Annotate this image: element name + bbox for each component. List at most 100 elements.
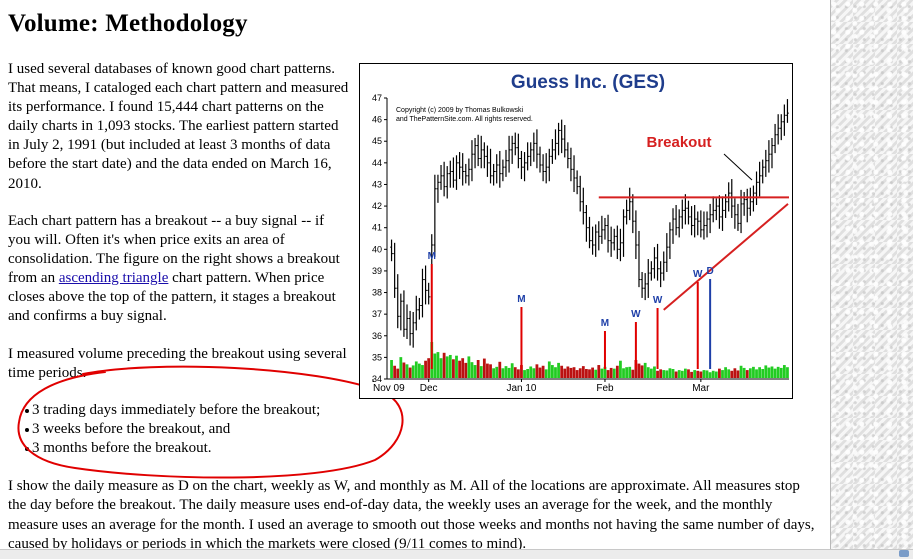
- volume-bar: [421, 365, 424, 378]
- volume-bar: [693, 370, 697, 378]
- volume-bar: [603, 366, 607, 378]
- list-item: 3 weeks before the breakout, and: [8, 420, 320, 439]
- copyright-line-2: and ThePatternSite.com. All rights reser…: [396, 116, 533, 123]
- volume-bar: [736, 370, 740, 378]
- volume-bar: [507, 367, 511, 378]
- list-item-text: 3 trading days immediately before the br…: [32, 402, 321, 418]
- volume-bar: [591, 367, 594, 378]
- volume-bar: [761, 369, 765, 378]
- volume-bar: [659, 369, 663, 378]
- volume-bar: [417, 363, 421, 378]
- chart-title: Guess Inc. (GES): [511, 72, 665, 93]
- volume-bar: [721, 370, 724, 378]
- volume-bar: [436, 352, 440, 378]
- list-item-text: 3 weeks before the breakout, and: [32, 421, 231, 438]
- volume-bar: [550, 365, 554, 378]
- volume-bar: [742, 367, 746, 378]
- volume-bar: [643, 362, 647, 378]
- volume-bar: [390, 360, 393, 378]
- volume-bar: [683, 368, 687, 378]
- volume-bar: [745, 370, 749, 378]
- volume-bar: [786, 367, 789, 378]
- volume-bar: [625, 367, 629, 378]
- y-tick-label: 37: [372, 309, 382, 319]
- paragraph-measures: I show the daily measure as D on the cha…: [8, 478, 815, 553]
- volume-bar: [677, 370, 681, 378]
- paragraph-breakout-text-2: chart pattern. When price closes above t…: [8, 270, 336, 325]
- volume-bar: [452, 359, 455, 378]
- volume-bar: [718, 368, 721, 378]
- volume-bar: [516, 369, 520, 378]
- volume-bar: [455, 355, 458, 378]
- volume-bar: [473, 365, 477, 378]
- volume-bar: [646, 367, 650, 378]
- volume-bar: [696, 370, 700, 378]
- volume-bar: [588, 369, 591, 378]
- volume-bar: [396, 368, 400, 378]
- volume-bar: [758, 367, 762, 378]
- volume-bar: [535, 364, 539, 378]
- volume-bar: [687, 369, 690, 378]
- volume-bar: [464, 362, 468, 378]
- volume-bar: [461, 358, 465, 378]
- volume-bar: [628, 366, 632, 378]
- volume-bar: [433, 353, 437, 378]
- volume-bar: [631, 369, 635, 378]
- volume-marker-label: M: [601, 318, 609, 329]
- volume-marker-label: W: [631, 309, 641, 320]
- volume-bar: [547, 361, 551, 378]
- volume-bar: [714, 371, 718, 378]
- volume-bar: [538, 367, 542, 378]
- volume-bar: [405, 364, 409, 378]
- volume-bar: [569, 367, 573, 378]
- volume-marker-label: W: [653, 295, 663, 306]
- page-title: Volume: Methodology: [8, 10, 248, 37]
- paragraph-breakout: Each chart pattern has a breakout -- a b…: [8, 212, 348, 327]
- ascending-triangle-link[interactable]: ascending triangle: [58, 270, 169, 287]
- volume-bar: [529, 366, 533, 378]
- volume-bar: [495, 366, 499, 378]
- volume-bar: [572, 367, 576, 378]
- y-tick-label: 36: [372, 331, 382, 341]
- volume-bar: [606, 370, 610, 378]
- volume-bar: [770, 366, 774, 378]
- volume-bar: [544, 369, 548, 378]
- volume-bar: [492, 368, 496, 378]
- bullet-dot: [25, 447, 29, 452]
- y-tick-label: 40: [372, 244, 382, 254]
- volume-bar: [600, 368, 604, 378]
- paragraph-time-periods: I measured volume preceding the breakout…: [8, 346, 347, 382]
- y-tick-label: 45: [372, 136, 382, 146]
- volume-bar: [730, 370, 734, 378]
- volume-bar: [680, 370, 684, 378]
- volume-bar: [563, 368, 567, 378]
- volume-bar: [649, 368, 653, 378]
- volume-bar: [513, 367, 517, 378]
- volume-bar: [554, 367, 557, 378]
- volume-bar: [541, 365, 545, 378]
- volume-bar: [448, 354, 452, 378]
- volume-bar: [668, 368, 672, 378]
- volume-bar: [597, 365, 601, 378]
- volume-bar: [690, 371, 693, 378]
- paragraph-databases: I used several databases of known good c…: [8, 61, 349, 192]
- volume-bar: [773, 368, 777, 378]
- y-tick-label: 46: [372, 115, 382, 125]
- volume-bar: [755, 369, 758, 378]
- volume-bar: [671, 369, 675, 378]
- volume-bar: [662, 370, 666, 378]
- volume-bar: [733, 368, 737, 378]
- background-texture: [831, 0, 913, 558]
- volume-bar: [724, 367, 727, 378]
- volume-bar: [594, 369, 598, 378]
- y-tick-label: 43: [372, 179, 382, 189]
- volume-bar: [656, 370, 659, 378]
- volume-bar: [702, 370, 706, 378]
- copyright-line-1: Copyright (c) 2009 by Thomas Bulkowski: [396, 107, 524, 114]
- volume-bar: [739, 365, 743, 378]
- volume-bar: [445, 356, 449, 378]
- volume-marker-label: M: [517, 294, 525, 305]
- volume-bar: [482, 358, 486, 378]
- y-tick-label: 34: [372, 374, 382, 384]
- volume-bar: [566, 366, 570, 378]
